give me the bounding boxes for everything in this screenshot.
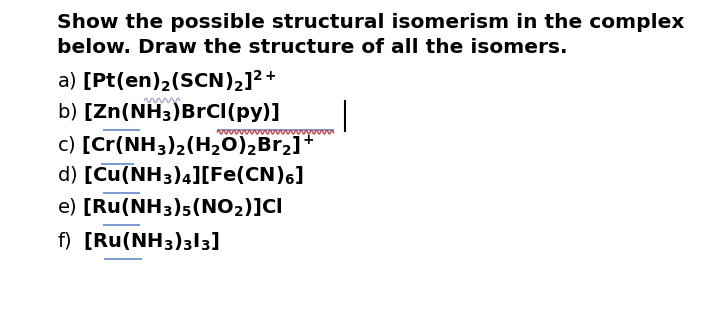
Text: e) $\mathbf{[Ru(NH_3)_5(NO_2)]Cl}$: e) $\mathbf{[Ru(NH_3)_5(NO_2)]Cl}$ [57,197,283,219]
Text: Show the possible structural isomerism in the complex: Show the possible structural isomerism i… [57,13,685,32]
Text: a) $\mathbf{[Pt(en)_2(SCN)_2]^{2+}}$: a) $\mathbf{[Pt(en)_2(SCN)_2]^{2+}}$ [57,69,276,94]
Text: b) $\mathbf{[Zn(NH_3)BrCl(py)]}$: b) $\mathbf{[Zn(NH_3)BrCl(py)]}$ [57,101,280,124]
Text: d) $\mathbf{[Cu(NH_3)_4][Fe(CN)_6]}$: d) $\mathbf{[Cu(NH_3)_4][Fe(CN)_6]}$ [57,165,304,187]
Text: c) $\mathbf{[Cr(NH_3)_2(H_2O)_2Br_2]^+}$: c) $\mathbf{[Cr(NH_3)_2(H_2O)_2Br_2]^+}$ [57,133,315,158]
Text: f)  $\mathbf{[Ru(NH_3)_3I_3]}$: f) $\mathbf{[Ru(NH_3)_3I_3]}$ [57,231,219,253]
Text: below. Draw the structure of all the isomers.: below. Draw the structure of all the iso… [57,38,567,57]
